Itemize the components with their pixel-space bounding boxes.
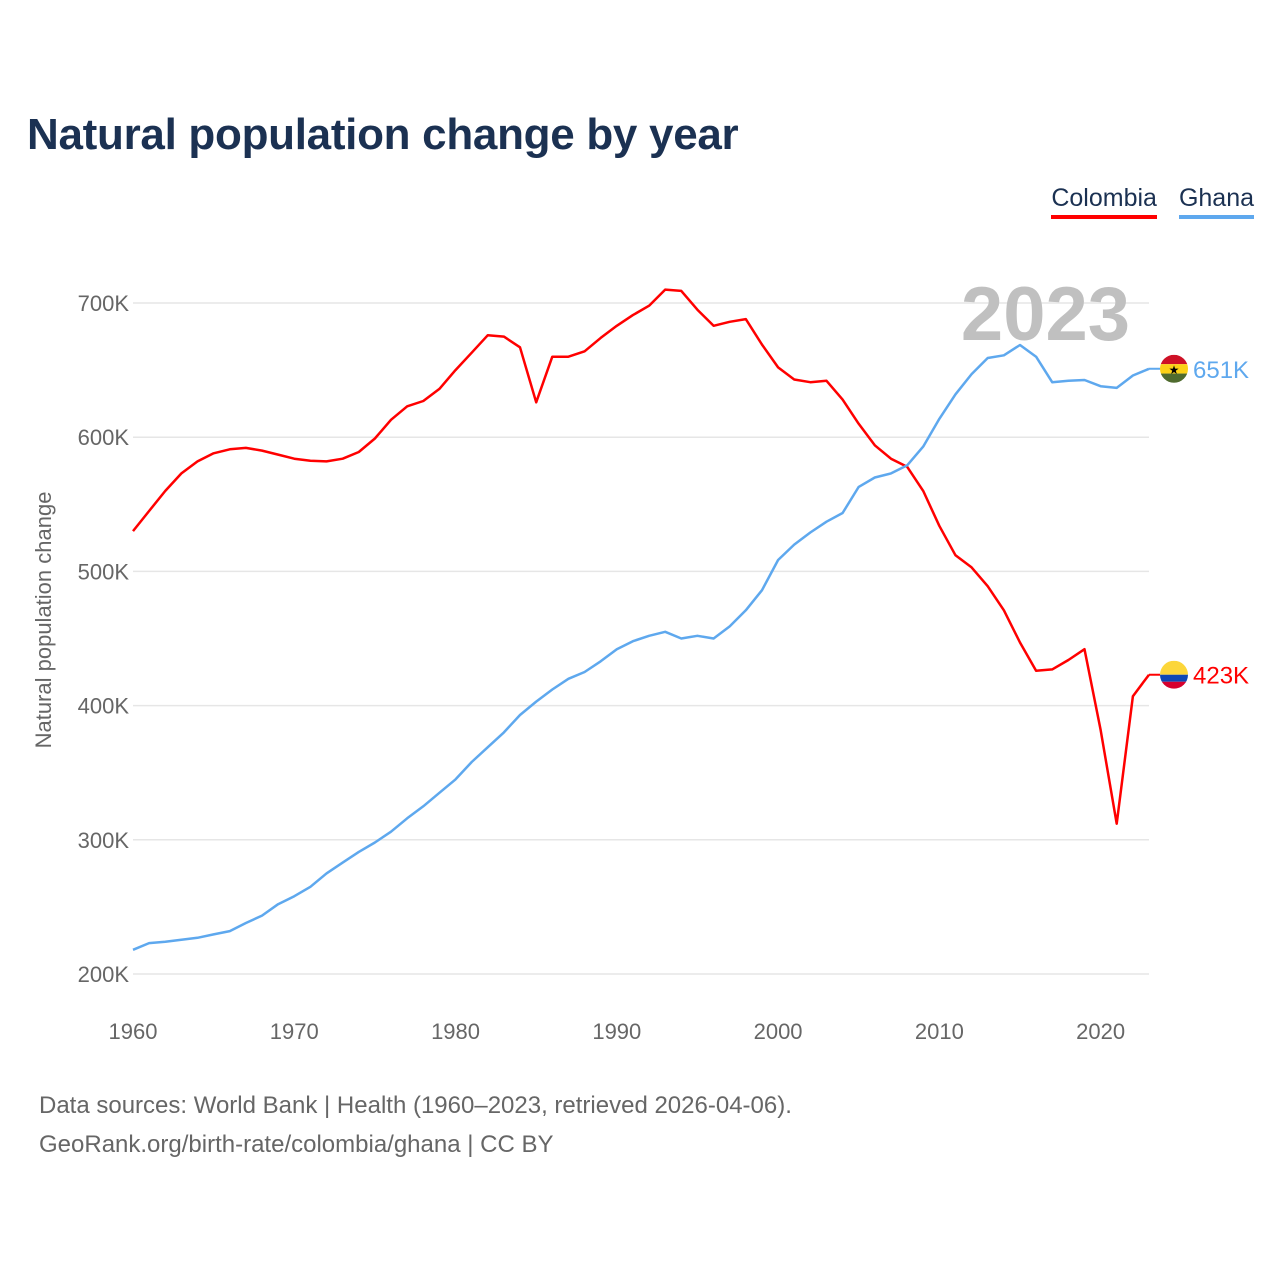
y-tick-label: 200K <box>78 962 130 987</box>
year-watermark: 2023 <box>961 272 1130 357</box>
legend-ghana[interactable]: Ghana <box>1178 184 1254 219</box>
x-tick-label: 2010 <box>915 1019 964 1044</box>
y-axis-label: Natural population change <box>31 492 56 749</box>
x-tick-label: 1990 <box>592 1019 641 1044</box>
y-tick-label: 600K <box>78 425 130 450</box>
end-label-colombia: 423K <box>1193 663 1249 690</box>
series-line-colombia <box>132 288 1151 825</box>
legend-colombia[interactable]: Colombia <box>1051 184 1157 219</box>
y-tick-label: 400K <box>78 694 130 719</box>
colombia-flag-icon <box>1160 660 1188 689</box>
x-tick-label: 2000 <box>754 1019 803 1044</box>
x-tick-label: 2020 <box>1076 1019 1125 1044</box>
ghana-flag-icon: ★ <box>1160 354 1188 383</box>
source-link[interactable]: GeoRank.org/birth-rate/colombia/ghana | … <box>39 1131 554 1158</box>
x-tick-label: 1970 <box>270 1019 319 1044</box>
y-tick-label: 500K <box>78 559 130 584</box>
x-tick-label: 1960 <box>109 1019 158 1044</box>
end-label-ghana: 651K <box>1193 357 1249 384</box>
y-tick-label: 300K <box>78 828 130 853</box>
footer: Data sources: World Bank | Health (1960–… <box>39 1086 792 1164</box>
series-line-ghana <box>132 343 1150 951</box>
svg-text:★: ★ <box>1169 363 1180 377</box>
y-tick-label: 700K <box>78 291 130 316</box>
data-source-text: Data sources: World Bank | Health (1960–… <box>39 1092 792 1119</box>
chart-title: Natural population change by year <box>27 110 739 159</box>
x-tick-label: 1980 <box>431 1019 480 1044</box>
legend: Colombia Ghana <box>1051 184 1254 219</box>
